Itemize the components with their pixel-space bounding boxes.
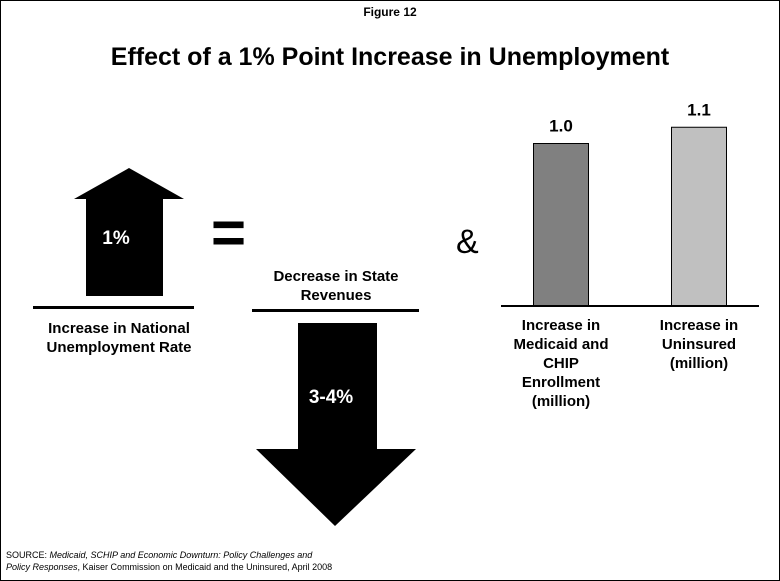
source-suffix: , Kaiser Commission on Medicaid and the …: [77, 562, 333, 572]
bar-category-line: CHIP: [543, 355, 579, 372]
bar-category-label: Increase in Medicaid and CHIP Enrollment…: [503, 316, 619, 411]
down-arrow: [256, 323, 416, 526]
equals-sign: =: [211, 199, 247, 266]
unemployment-caption: Increase in National Unemployment Rate: [29, 319, 209, 357]
up-arrow: [74, 168, 184, 296]
bar-category-line: Uninsured: [661, 336, 737, 353]
bar-value-label: 1.1: [687, 100, 711, 119]
unemployment-rule: [33, 306, 194, 309]
ampersand: &: [456, 223, 479, 261]
bar: [533, 143, 589, 307]
bar-category-line: Increase in: [659, 317, 739, 334]
bar-group: 1.0 1.1: [533, 100, 727, 307]
figure-label: Figure 12: [363, 5, 417, 19]
bar-category-line: Enrollment: [521, 374, 601, 391]
bar: [671, 126, 727, 307]
source-prefix: SOURCE:: [6, 550, 50, 560]
revenue-rule: [252, 309, 419, 312]
unemployment-caption-line1: Increase in National: [48, 320, 190, 337]
bar-value-label: 1.0: [549, 117, 573, 136]
bar-category-label: Increase in Uninsured (million): [641, 316, 757, 373]
revenue-value: 3-4%: [308, 387, 354, 408]
bar-category-line: Medicaid and: [513, 336, 609, 353]
revenue-caption: Decrease in State Revenues: [241, 267, 431, 305]
unemployment-caption-line2: Unemployment Rate: [46, 339, 192, 356]
source-title-1: Medicaid, SCHIP and Economic Downturn: P…: [49, 550, 313, 560]
bar-category-line: (million): [531, 393, 591, 410]
bar-category-line: Increase in: [521, 317, 601, 334]
source-title-2: Policy Responses: [6, 562, 78, 572]
revenue-caption-line2: Revenues: [300, 287, 372, 304]
slide-title: Effect of a 1% Point Increase in Unemplo…: [110, 43, 670, 71]
unemployment-value: 1%: [102, 228, 130, 249]
revenue-caption-line1: Decrease in State: [273, 268, 399, 285]
source-note: SOURCE: Medicaid, SCHIP and Economic Dow…: [6, 549, 566, 573]
bar-category-line: (million): [669, 355, 729, 372]
